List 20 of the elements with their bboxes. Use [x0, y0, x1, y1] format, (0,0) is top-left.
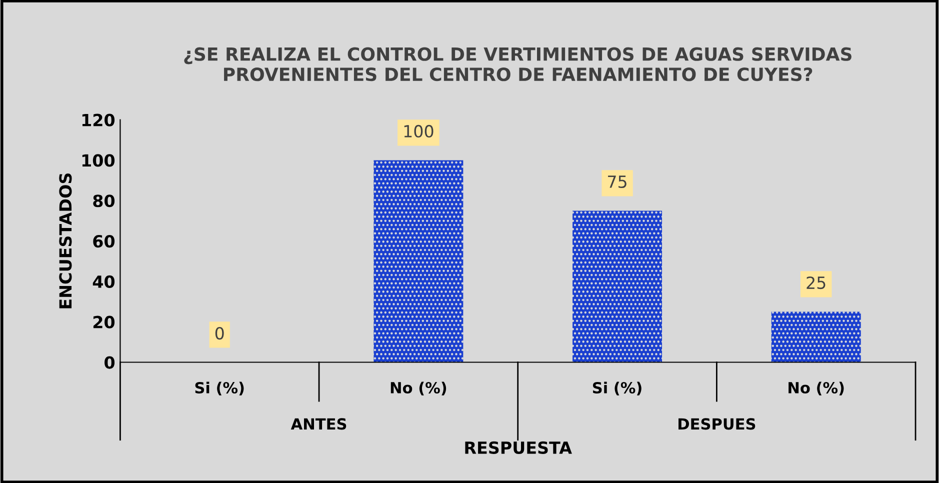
text: DESPUES [678, 418, 756, 430]
y-tick-label: 80 [93, 194, 115, 208]
y-axis-title: ENCUESTADOS [59, 174, 72, 308]
data-label: 75 [608, 176, 626, 188]
data-label: 100 [404, 124, 434, 138]
y-tick-label: 0 [104, 356, 115, 369]
y-tick-label: 60 [93, 234, 115, 248]
chart-title: ¿SE REALIZA EL CONTROL DE VERTIMIENTOS DE AGUAS SERVIDAS PROVENIENTES DEL CENTRO DE FAENAMIENTO DE CUYES? [184, 47, 852, 82]
y-tick-label: 120 [82, 114, 115, 126]
x-tick-label: No (%) [390, 382, 446, 396]
data-label: 0 [215, 326, 224, 340]
x-tick-label: No (%) [788, 382, 844, 396]
x-axis-title: RESPUESTA [465, 441, 572, 454]
text: ANTES [290, 418, 346, 430]
y-tick-label: 20 [93, 316, 115, 328]
y-tick-label: 40 [92, 275, 115, 288]
x-tick-label: Si (%) [592, 382, 642, 396]
data-label: 25 [806, 276, 826, 290]
y-tick-label: 100 [82, 154, 115, 167]
x-tick-label: Si (%) [195, 382, 244, 396]
